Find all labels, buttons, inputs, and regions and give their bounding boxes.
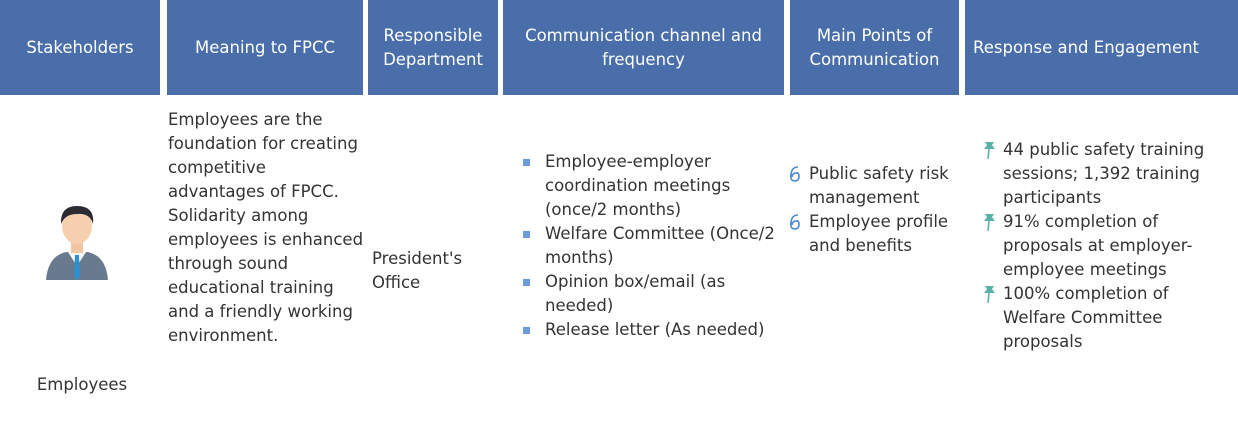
meaning: Employees are the foundation for creatin… bbox=[168, 110, 364, 345]
response-text: 91% completion of proposals at employer-… bbox=[1003, 212, 1193, 279]
point-item: Employee profile and benefits bbox=[790, 210, 949, 258]
pin-icon bbox=[984, 142, 995, 160]
pin-icon bbox=[984, 286, 995, 304]
response-text: 100% completion of Welfare Committee pro… bbox=[1003, 284, 1169, 351]
channel-item: Release letter (As needed) bbox=[523, 318, 788, 342]
header-cell: Meaning to FPCC bbox=[167, 0, 363, 95]
header-cell: Response and Engagement bbox=[965, 0, 1238, 95]
department: President's Office bbox=[372, 249, 463, 292]
employee-icon bbox=[46, 206, 108, 280]
response-text: 44 public safety training sessions; 1,39… bbox=[1003, 140, 1205, 207]
point-text: Employee profile and benefits bbox=[809, 212, 949, 255]
response-item: 44 public safety training sessions; 1,39… bbox=[984, 138, 1235, 210]
channel-list: Employee-employer coordination meetings … bbox=[523, 150, 788, 342]
header-cell: Main Points of Communication bbox=[790, 0, 959, 95]
channel-item: Welfare Committee (Once/2 months) bbox=[523, 222, 788, 270]
points-list: Public safety risk management Employee pr… bbox=[790, 162, 949, 258]
point-icon bbox=[790, 166, 800, 182]
point-icon bbox=[790, 214, 800, 230]
pin-icon bbox=[984, 214, 995, 232]
point-text: Public safety risk management bbox=[809, 164, 949, 207]
response-item: 91% completion of proposals at employer-… bbox=[984, 210, 1235, 282]
header-cell: Communication channel and frequency bbox=[503, 0, 784, 95]
response-item: 100% completion of Welfare Committee pro… bbox=[984, 282, 1235, 354]
channel-item: Employee-employer coordination meetings … bbox=[523, 150, 788, 222]
response-list: 44 public safety training sessions; 1,39… bbox=[984, 138, 1235, 354]
point-item: Public safety risk management bbox=[790, 162, 949, 210]
header-cell: Stakeholders bbox=[0, 0, 160, 95]
channel-item: Opinion box/email (as needed) bbox=[523, 270, 788, 318]
stakeholder: Employees bbox=[36, 375, 128, 394]
header-cell: Responsible Department bbox=[368, 0, 498, 95]
